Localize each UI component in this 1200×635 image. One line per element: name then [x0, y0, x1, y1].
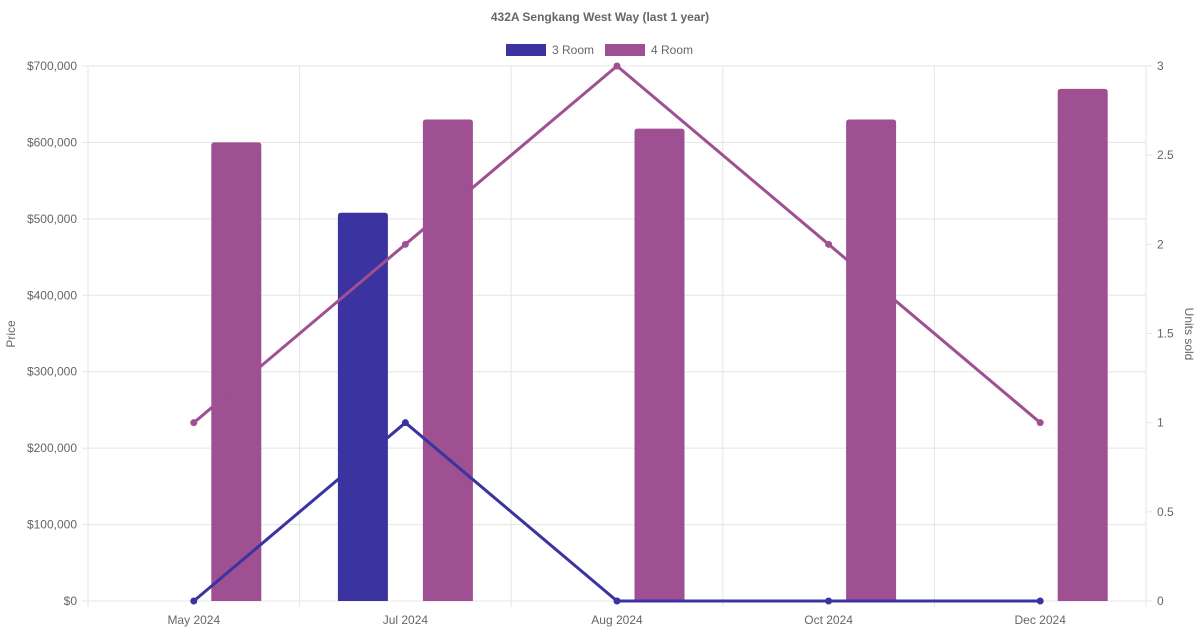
legend-item-3-room[interactable]: 3 Room — [506, 43, 594, 57]
left-axis-ticks: $0 $100,000 $200,000 $300,000 $400,000 $500,0… — [27, 59, 77, 608]
line-3-room — [192, 421, 1041, 603]
left-axis-title: Price — [4, 320, 18, 348]
bar-4-room-oct-2024 — [846, 119, 897, 601]
legend-label-3-room: 3 Room — [552, 43, 594, 57]
right-tick-label: 3 — [1157, 59, 1164, 73]
left-tick-label: $500,000 — [27, 212, 77, 226]
point-4-room-may-2024 — [190, 419, 198, 427]
point-4-room-aug-2024 — [613, 62, 621, 70]
right-tick-label: 0 — [1157, 594, 1164, 608]
x-tick-label: May 2024 — [167, 613, 220, 627]
legend-item-4-room[interactable]: 4 Room — [605, 43, 693, 57]
line-4-room — [192, 64, 1042, 424]
bar-4-room-dec-2024 — [1057, 88, 1108, 601]
right-tick-label: 2.5 — [1157, 148, 1174, 162]
right-tick-label: 1 — [1157, 416, 1164, 430]
bars — [211, 88, 1108, 601]
left-tick-label: $0 — [64, 594, 78, 608]
bar-3-room-jul-2024 — [337, 212, 388, 601]
legend-swatch-3-room — [506, 44, 546, 56]
point-3-room-dec-2024 — [1036, 597, 1044, 605]
left-tick-label: $600,000 — [27, 135, 77, 149]
point-4-room-dec-2024 — [1036, 419, 1044, 427]
x-tick-label: Jul 2024 — [383, 613, 429, 627]
right-axis-title: Units sold — [1182, 308, 1196, 361]
x-tick-label: Oct 2024 — [804, 613, 853, 627]
right-tick-label: 1.5 — [1157, 327, 1174, 341]
point-3-room-may-2024 — [190, 597, 198, 605]
legend-swatch-4-room — [605, 44, 645, 56]
legend: 3 Room 4 Room — [506, 43, 693, 57]
point-4-room-jul-2024 — [401, 240, 409, 248]
right-tick-label: 2 — [1157, 237, 1164, 251]
bar-4-room-may-2024 — [211, 142, 262, 601]
lines — [190, 62, 1044, 605]
bar-4-room-aug-2024 — [634, 128, 685, 601]
left-tick-label: $400,000 — [27, 288, 77, 302]
point-3-room-aug-2024 — [613, 597, 621, 605]
point-4-room-oct-2024 — [825, 240, 833, 248]
point-3-room-oct-2024 — [825, 597, 833, 605]
bar-4-room-jul-2024 — [422, 119, 473, 601]
left-tick-label: $700,000 — [27, 59, 77, 73]
left-tick-label: $200,000 — [27, 441, 77, 455]
left-tick-label: $100,000 — [27, 518, 77, 532]
right-tick-label: 0.5 — [1157, 505, 1174, 519]
legend-label-4-room: 4 Room — [651, 43, 693, 57]
x-axis-ticks: May 2024 Jul 2024 Aug 2024 Oct 2024 Dec 2024 — [167, 613, 1066, 627]
right-axis-ticks: 0 0.5 1 1.5 2 2.5 3 — [1157, 59, 1174, 608]
chart-title: 432A Sengkang West Way (last 1 year) — [491, 10, 709, 24]
x-tick-label: Dec 2024 — [1015, 613, 1067, 627]
x-tick-label: Aug 2024 — [591, 613, 643, 627]
left-tick-label: $300,000 — [27, 365, 77, 379]
point-3-room-jul-2024 — [401, 419, 409, 427]
